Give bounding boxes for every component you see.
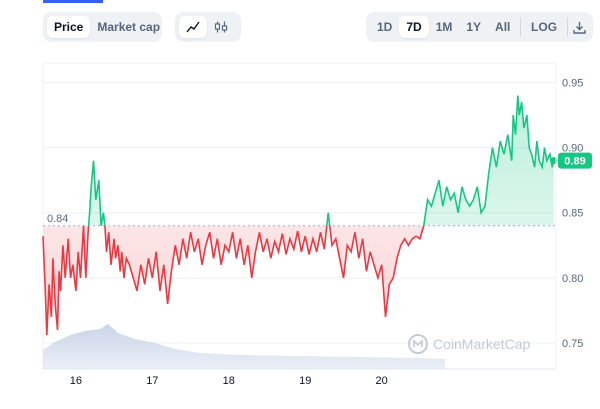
- candlestick-icon[interactable]: [207, 16, 235, 38]
- price-button[interactable]: Price: [47, 16, 91, 38]
- x-tick-label: 16: [70, 375, 82, 387]
- download-icon[interactable]: [571, 16, 589, 38]
- area-fill-below: [43, 225, 554, 336]
- view-toggle: Price Market cap: [43, 12, 162, 42]
- y-tick-label: 0.95: [562, 78, 583, 90]
- range-7d-button[interactable]: 7D: [399, 16, 429, 38]
- coinmarketcap-logo-icon: [408, 334, 428, 354]
- price-line-below[interactable]: [42, 96, 554, 336]
- reference-label: 0.84: [47, 213, 68, 225]
- y-tick-label: 0.90: [562, 143, 583, 155]
- y-tick-label: 0.80: [562, 273, 583, 285]
- line-chart-icon[interactable]: [179, 16, 207, 38]
- y-axis: 0.75 0.80 0.85 0.90 0.95: [555, 63, 583, 369]
- x-axis: 16 17 18 19 20: [43, 368, 556, 387]
- y-tick-label: 0.85: [562, 208, 583, 220]
- log-scale-button[interactable]: LOG: [531, 20, 558, 34]
- watermark: CoinMarketCap: [408, 334, 530, 354]
- x-tick-label: 20: [376, 375, 388, 387]
- active-tab-indicator: [43, 0, 103, 3]
- current-price-dot: [550, 157, 558, 165]
- x-tick-label: 18: [223, 375, 235, 387]
- area-fill-above: [88, 95, 554, 226]
- chart-style-toggle: [175, 12, 241, 42]
- price-chart[interactable]: CoinMarketCap 0.84 0.89 0.75 0.80 0.85 0.90…: [0, 50, 600, 409]
- range-1m-button[interactable]: 1M: [435, 20, 453, 34]
- toolbar-divider: [520, 18, 522, 36]
- x-tick-label: 19: [299, 375, 311, 387]
- x-tick-label: 17: [146, 375, 158, 387]
- range-1y-button[interactable]: 1Y: [466, 20, 482, 34]
- range-all-button[interactable]: All: [495, 20, 511, 34]
- chart-toolbar: Price Market cap 1D 7D 1M 1Y All LOG: [43, 12, 593, 44]
- range-1d-button[interactable]: 1D: [377, 20, 393, 34]
- toolbar-divider: [567, 18, 568, 36]
- y-tick-label: 0.75: [562, 338, 583, 350]
- watermark-text: CoinMarketCap: [433, 336, 530, 352]
- price-line-above[interactable]: [43, 95, 555, 336]
- current-price-badge: [558, 152, 592, 169]
- range-toggle: 1D 7D 1M 1Y All LOG: [366, 12, 593, 42]
- current-price-label: 0.89: [564, 156, 585, 168]
- market-cap-button[interactable]: Market cap: [97, 20, 161, 34]
- volume-area: [43, 324, 445, 369]
